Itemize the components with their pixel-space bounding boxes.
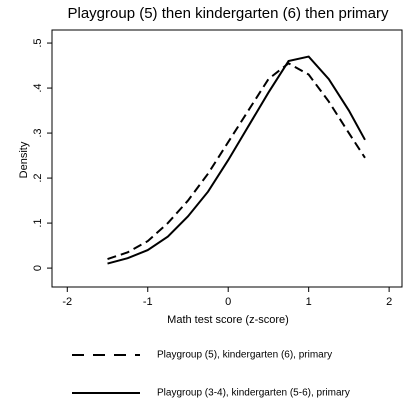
legend-label: Playgroup (5), kindergarten (6), primary xyxy=(157,350,332,361)
series-line xyxy=(107,62,366,261)
chart-title: Playgroup (5) then kindergarten (6) then… xyxy=(68,5,389,22)
y-tick-label: .3 xyxy=(32,128,44,137)
y-tick-label: .2 xyxy=(32,173,44,182)
plot-frame xyxy=(51,29,403,288)
x-tick-label: 0 xyxy=(225,296,231,308)
y-tick-label: 0 xyxy=(32,265,44,271)
legend-label: Playgroup (3-4), kindergarten (5-6), pri… xyxy=(157,388,350,399)
x-tick-label: 1 xyxy=(306,296,312,308)
x-axis-label: Math test score (z-score) xyxy=(167,314,289,326)
y-tick-label: .4 xyxy=(32,83,44,92)
series-line xyxy=(107,55,366,265)
x-tick-label: -2 xyxy=(62,296,72,308)
x-tick-label: -1 xyxy=(143,296,153,308)
y-tick-label: .5 xyxy=(32,38,44,47)
x-tick-label: 2 xyxy=(386,296,392,308)
y-axis-label: Density xyxy=(18,141,30,178)
y-tick-label: .1 xyxy=(32,218,44,227)
